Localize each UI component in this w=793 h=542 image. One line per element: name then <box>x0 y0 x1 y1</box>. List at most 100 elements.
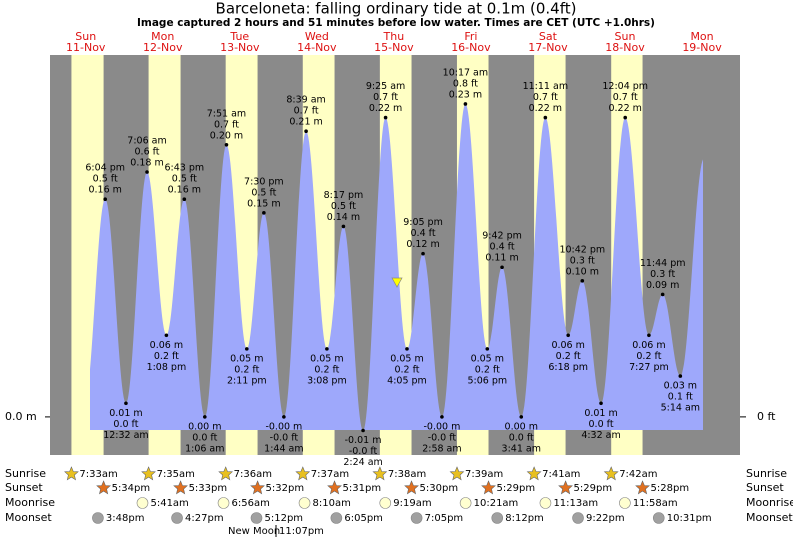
extreme-ft: 0.2 ft <box>154 351 179 362</box>
extreme-m: 0.20 m <box>210 130 243 141</box>
extreme-m: 0.06 m <box>150 340 183 351</box>
extreme-ft: 0.2 ft <box>394 364 419 375</box>
day-date: 19-Nov <box>682 41 722 54</box>
extreme-point <box>224 142 229 147</box>
day-date: 11-Nov <box>66 41 106 54</box>
sunrise-time: 7:36am <box>234 469 272 480</box>
extreme-time: 5:06 pm <box>467 375 507 386</box>
extreme-time: 8:39 am <box>286 95 325 106</box>
extreme-m: 0.05 m <box>310 353 343 364</box>
extreme-time: 6:18 pm <box>548 362 588 373</box>
y2-tick-label: 0 ft <box>757 410 776 423</box>
day-date: 15-Nov <box>374 41 414 54</box>
moonrise-icon <box>136 497 149 509</box>
extreme-ft: 0.6 ft <box>135 147 160 158</box>
extreme-point <box>304 129 308 133</box>
extreme-m: 0.01 m <box>584 408 617 419</box>
extreme-ft: -0.0 ft <box>349 446 378 457</box>
extreme-time: 6:43 pm <box>165 163 205 174</box>
extreme-point <box>543 115 548 120</box>
extreme-time: 7:06 am <box>127 136 166 147</box>
extreme-point <box>341 224 346 229</box>
moonrise-icon <box>539 497 552 509</box>
sunrise-row-label: Sunrise <box>5 467 46 480</box>
extreme-point <box>519 415 524 419</box>
extreme-m: 0.05 m <box>471 353 504 364</box>
extreme-time: 7:27 pm <box>629 362 669 373</box>
now-marker <box>391 277 403 288</box>
day-name: Thu <box>383 30 405 43</box>
extreme-time: 11:11 am <box>523 81 568 92</box>
extreme-ft: 0.7 ft <box>373 92 398 103</box>
extreme-time: 10:42 pm <box>559 244 605 255</box>
extreme-m: 0.10 m <box>566 266 599 277</box>
plot <box>50 55 740 455</box>
extreme-ft: 0.3 ft <box>650 269 675 280</box>
extreme-m: 0.18 m <box>130 158 163 169</box>
extreme-time: 1:44 am <box>264 443 303 454</box>
moonset-time: 8:12pm <box>505 513 544 524</box>
sunset-row-label: Sunset <box>746 481 784 494</box>
extreme-ft: -0.0 ft <box>270 432 299 443</box>
day-date: 16-Nov <box>451 41 491 54</box>
extreme-m: 0.06 m <box>551 340 584 351</box>
moonrise-time: 8:10am <box>313 498 351 509</box>
extreme-m: 0.00 m <box>188 421 221 432</box>
moonset-time: 7:05pm <box>425 513 464 524</box>
extreme-ft: 0.5 ft <box>331 201 356 212</box>
sunset-time: 5:32pm <box>266 483 305 494</box>
sunset-icon <box>404 480 419 495</box>
extreme-time: 9:05 pm <box>403 217 443 228</box>
sunset-icon <box>327 480 342 495</box>
extreme-ft: 0.0 ft <box>509 432 534 443</box>
extreme-time: 2:11 pm <box>227 375 267 386</box>
extreme-m: 0.23 m <box>449 89 482 100</box>
sunrise-time: 7:41am <box>542 469 580 480</box>
extreme-point <box>405 347 409 351</box>
extreme-m: 0.06 m <box>632 340 665 351</box>
sunset-icon <box>96 480 111 495</box>
extreme-point <box>500 265 504 270</box>
sunrise-icon <box>603 466 619 481</box>
extreme-m: -0.01 m <box>345 435 382 446</box>
moonrise-icon <box>217 497 230 509</box>
extreme-ft: 0.5 ft <box>172 174 197 185</box>
extreme-point <box>245 347 249 351</box>
chart-title: Barceloneta: falling ordinary tide at 0.… <box>216 0 577 18</box>
moonset-time: 3:48pm <box>106 513 145 524</box>
sunrise-time: 7:33am <box>79 469 117 480</box>
extreme-m: 0.01 m <box>109 408 142 419</box>
sunrise-icon <box>295 466 311 481</box>
extreme-point <box>566 333 570 338</box>
extreme-time: 3:08 pm <box>307 375 347 386</box>
day-name: Sun <box>75 30 96 43</box>
extreme-m: 0.22 m <box>529 103 562 114</box>
moon-phase-time: 11:07pm <box>279 526 324 537</box>
extreme-time: 6:04 pm <box>85 163 125 174</box>
sunset-time: 5:30pm <box>420 483 459 494</box>
extreme-point <box>623 115 628 120</box>
extreme-point <box>678 374 683 378</box>
moonrise-icon <box>619 497 631 509</box>
sunrise-icon <box>141 466 156 481</box>
day-date: 17-Nov <box>528 41 568 54</box>
extreme-point <box>262 211 266 215</box>
extreme-m: 0.22 m <box>608 103 641 114</box>
extreme-m: 0.15 m <box>247 198 280 209</box>
day-date: 14-Nov <box>297 41 337 54</box>
moonset-icon <box>250 512 263 524</box>
extreme-point <box>325 347 329 351</box>
extreme-time: 3:41 am <box>502 443 541 454</box>
extreme-point <box>361 428 365 433</box>
extreme-ft: 0.8 ft <box>453 78 478 89</box>
extreme-time: 10:17 am <box>443 67 488 78</box>
moonset-time: 4:27pm <box>185 513 224 524</box>
extreme-ft: 0.7 ft <box>533 92 558 103</box>
chart-subtitle: Image captured 2 hours and 51 minutes be… <box>137 17 655 29</box>
moonset-icon <box>410 512 423 524</box>
sunrise-icon <box>372 466 388 481</box>
sunset-time: 5:29pm <box>574 483 613 494</box>
moonrise-time: 11:58am <box>633 498 678 509</box>
extreme-m: 0.16 m <box>168 185 201 196</box>
